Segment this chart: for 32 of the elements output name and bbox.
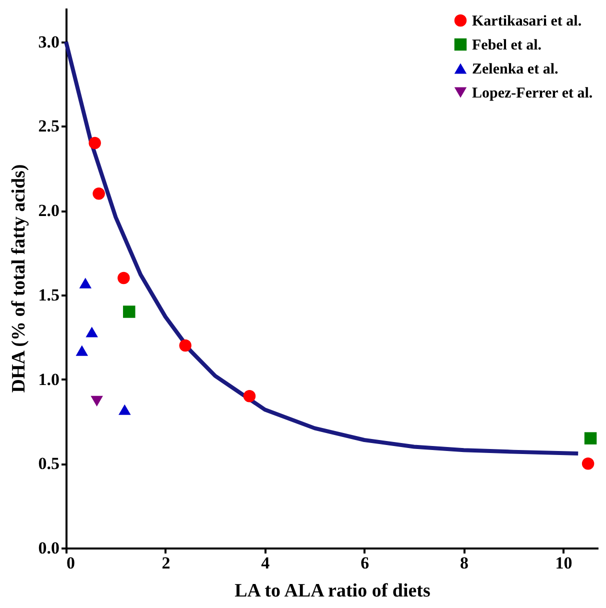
point — [243, 390, 256, 402]
point — [88, 136, 101, 150]
x-tick-label: 10 — [555, 554, 572, 572]
y-tick-label: 2.5 — [38, 116, 60, 136]
legend-label: Lopez-Ferrer et al. — [472, 86, 593, 102]
point — [582, 458, 594, 470]
point — [179, 339, 192, 352]
legend-label: Kartikasari et al. — [472, 14, 582, 30]
point — [86, 326, 98, 338]
x-tick-label: 0 — [66, 554, 75, 572]
point — [79, 278, 92, 288]
y-tick-label: 0.5 — [38, 454, 60, 474]
point — [123, 306, 136, 318]
point — [76, 345, 88, 356]
point — [584, 432, 597, 444]
point — [92, 188, 105, 200]
y-tick-label: 0.0 — [38, 538, 60, 558]
x-tick-label: 2 — [162, 554, 170, 572]
legend-label: Febel et al. — [472, 38, 542, 54]
point — [90, 396, 103, 406]
point — [118, 272, 130, 284]
y-tick-label: 2.0 — [38, 201, 60, 220]
y-tick-label: 1.0 — [38, 370, 60, 389]
legend-label: Zelenka et al. — [472, 62, 558, 78]
x-axis-title: LA to ALA ratio of diets — [234, 580, 430, 602]
y-axis-title: DHA (% of total fatty acids) — [8, 164, 30, 393]
y-tick-label: 3.0 — [38, 32, 60, 52]
x-tick-label: 4 — [261, 554, 270, 572]
y-tick-label: 1.5 — [38, 285, 60, 304]
x-tick-label: 8 — [460, 554, 469, 572]
point — [118, 404, 131, 415]
x-tick-label: 6 — [360, 554, 370, 572]
